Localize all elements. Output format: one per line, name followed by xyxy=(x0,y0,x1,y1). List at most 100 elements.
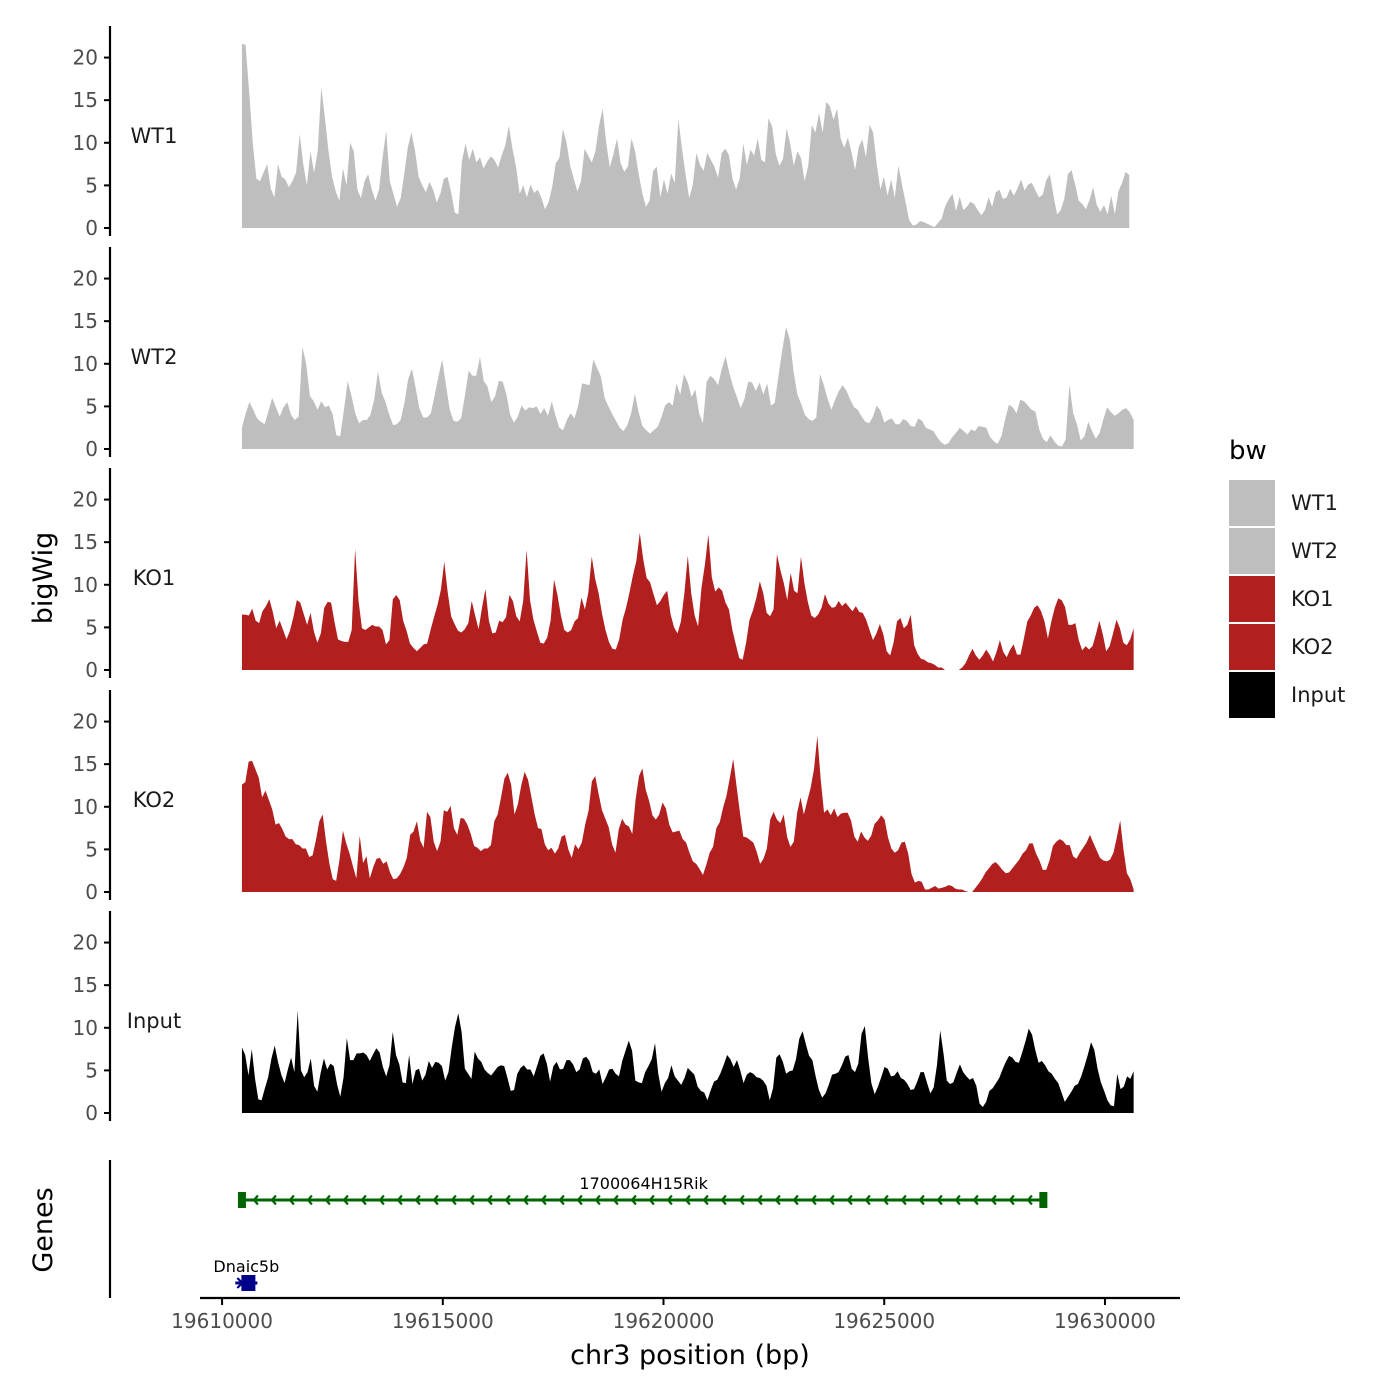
x-tick-label: 19620000 xyxy=(613,1309,715,1333)
strand-arrow xyxy=(990,1194,997,1206)
strand-arrow xyxy=(360,1194,367,1206)
strand-arrow xyxy=(684,1194,691,1206)
y-tick-label: 5 xyxy=(85,1058,98,1082)
y-tick-label: 5 xyxy=(85,615,98,639)
y-tick-label: 20 xyxy=(73,267,98,291)
y-axis-title: bigWig xyxy=(28,532,59,625)
legend-swatch xyxy=(1229,480,1275,526)
strand-arrow xyxy=(468,1194,475,1206)
strand-arrow xyxy=(648,1194,655,1206)
strand-arrow xyxy=(540,1194,547,1206)
track-label: WT2 xyxy=(131,345,178,369)
strand-arrow xyxy=(864,1194,871,1206)
strand-arrow xyxy=(576,1194,583,1206)
legend-title: bw xyxy=(1229,436,1267,466)
legend-label: WT1 xyxy=(1291,491,1338,515)
legend-swatch xyxy=(1229,576,1275,622)
y-tick-label: 10 xyxy=(73,1016,98,1040)
track-label: Input xyxy=(127,1009,181,1033)
strand-arrow xyxy=(594,1194,601,1206)
legend-swatch xyxy=(1229,672,1275,718)
y-tick-label: 20 xyxy=(73,488,98,512)
legend-item-WT2: WT2 xyxy=(1229,528,1338,574)
x-tick-label: 19615000 xyxy=(392,1309,494,1333)
y-tick-label: 5 xyxy=(85,837,98,861)
x-axis-title: chr3 position (bp) xyxy=(570,1340,810,1371)
legend: bw WT1 WT2 KO1 KO2 Input xyxy=(1229,436,1345,718)
strand-arrow xyxy=(522,1194,529,1206)
legend-label: KO2 xyxy=(1291,635,1334,659)
legend-label: KO1 xyxy=(1291,587,1334,611)
strand-arrow xyxy=(702,1194,709,1206)
track-label: WT1 xyxy=(131,124,178,148)
strand-arrow xyxy=(774,1194,781,1206)
gene-exon xyxy=(237,1192,246,1208)
strand-arrow xyxy=(954,1194,961,1206)
strand-arrow xyxy=(450,1194,457,1206)
legend-label: WT2 xyxy=(1291,539,1338,563)
strand-arrow xyxy=(918,1194,925,1206)
strand-arrow xyxy=(504,1194,511,1206)
signal-area-Input xyxy=(241,1010,1134,1113)
strand-arrow xyxy=(288,1194,295,1206)
gene-exon xyxy=(1039,1192,1048,1208)
genes-axis-title: Genes xyxy=(28,1187,59,1272)
strand-arrow xyxy=(378,1194,385,1206)
gene-exon xyxy=(241,1275,256,1291)
y-tick-label: 15 xyxy=(73,973,98,997)
y-tick-label: 0 xyxy=(85,437,98,461)
y-tick-label: 20 xyxy=(73,931,98,955)
legend-item-WT1: WT1 xyxy=(1229,480,1338,526)
legend-swatch xyxy=(1229,624,1275,670)
y-tick-label: 0 xyxy=(85,658,98,682)
strand-arrow xyxy=(270,1194,277,1206)
x-tick-label: 19625000 xyxy=(833,1309,935,1333)
strand-arrow xyxy=(1008,1194,1015,1206)
strand-arrow xyxy=(486,1194,493,1206)
gene-label: Dnaic5b xyxy=(213,1257,279,1276)
legend-label: Input xyxy=(1291,683,1345,707)
track-panel-Input: 0 5 10 15 20 Input xyxy=(73,911,1134,1125)
strand-arrow xyxy=(810,1194,817,1206)
legend-item-Input: Input xyxy=(1229,672,1345,718)
y-tick-label: 10 xyxy=(73,573,98,597)
legend-swatch xyxy=(1229,528,1275,574)
genes-layer: 1700064H15Rik Dnaic5b xyxy=(108,1160,1048,1298)
strand-arrow xyxy=(612,1194,619,1206)
x-axis: 19610000 19615000 19620000 19625000 19630000 xyxy=(171,1296,1180,1333)
gene-Dnaic5b: Dnaic5b xyxy=(213,1257,279,1291)
strand-arrow xyxy=(414,1194,421,1206)
track-label: KO1 xyxy=(133,566,176,590)
track-panel-KO1: 0 5 10 15 20 KO1 xyxy=(73,468,1134,682)
gene-label: 1700064H15Rik xyxy=(579,1174,708,1193)
signal-area-WT1 xyxy=(241,43,1130,229)
signal-area-KO2 xyxy=(241,736,1134,892)
y-tick-label: 10 xyxy=(73,131,98,155)
strand-arrow xyxy=(846,1194,853,1206)
strand-arrow xyxy=(306,1194,313,1206)
y-tick-label: 0 xyxy=(85,1101,98,1125)
legend-item-KO2: KO2 xyxy=(1229,624,1334,670)
strand-arrow xyxy=(882,1194,889,1206)
strand-arrow xyxy=(936,1194,943,1206)
y-tick-label: 20 xyxy=(73,710,98,734)
strand-arrow xyxy=(630,1194,637,1206)
strand-arrow xyxy=(972,1194,979,1206)
y-tick-label: 15 xyxy=(73,309,98,333)
y-tick-label: 20 xyxy=(73,46,98,70)
strand-arrow xyxy=(666,1194,673,1206)
strand-arrow xyxy=(900,1194,907,1206)
strand-arrow xyxy=(792,1194,799,1206)
strand-arrow xyxy=(720,1194,727,1206)
strand-arrow xyxy=(738,1194,745,1206)
y-tick-label: 5 xyxy=(85,173,98,197)
signal-area-WT2 xyxy=(241,327,1134,449)
gene-1700064H15Rik: 1700064H15Rik xyxy=(237,1174,1048,1208)
y-tick-label: 15 xyxy=(73,530,98,554)
legend-item-KO1: KO1 xyxy=(1229,576,1334,622)
strand-arrow xyxy=(432,1194,439,1206)
y-tick-label: 5 xyxy=(85,394,98,418)
strand-arrow xyxy=(324,1194,331,1206)
track-panel-WT1: 0 5 10 15 20 WT1 xyxy=(73,26,1130,240)
x-tick-label: 19630000 xyxy=(1054,1309,1156,1333)
